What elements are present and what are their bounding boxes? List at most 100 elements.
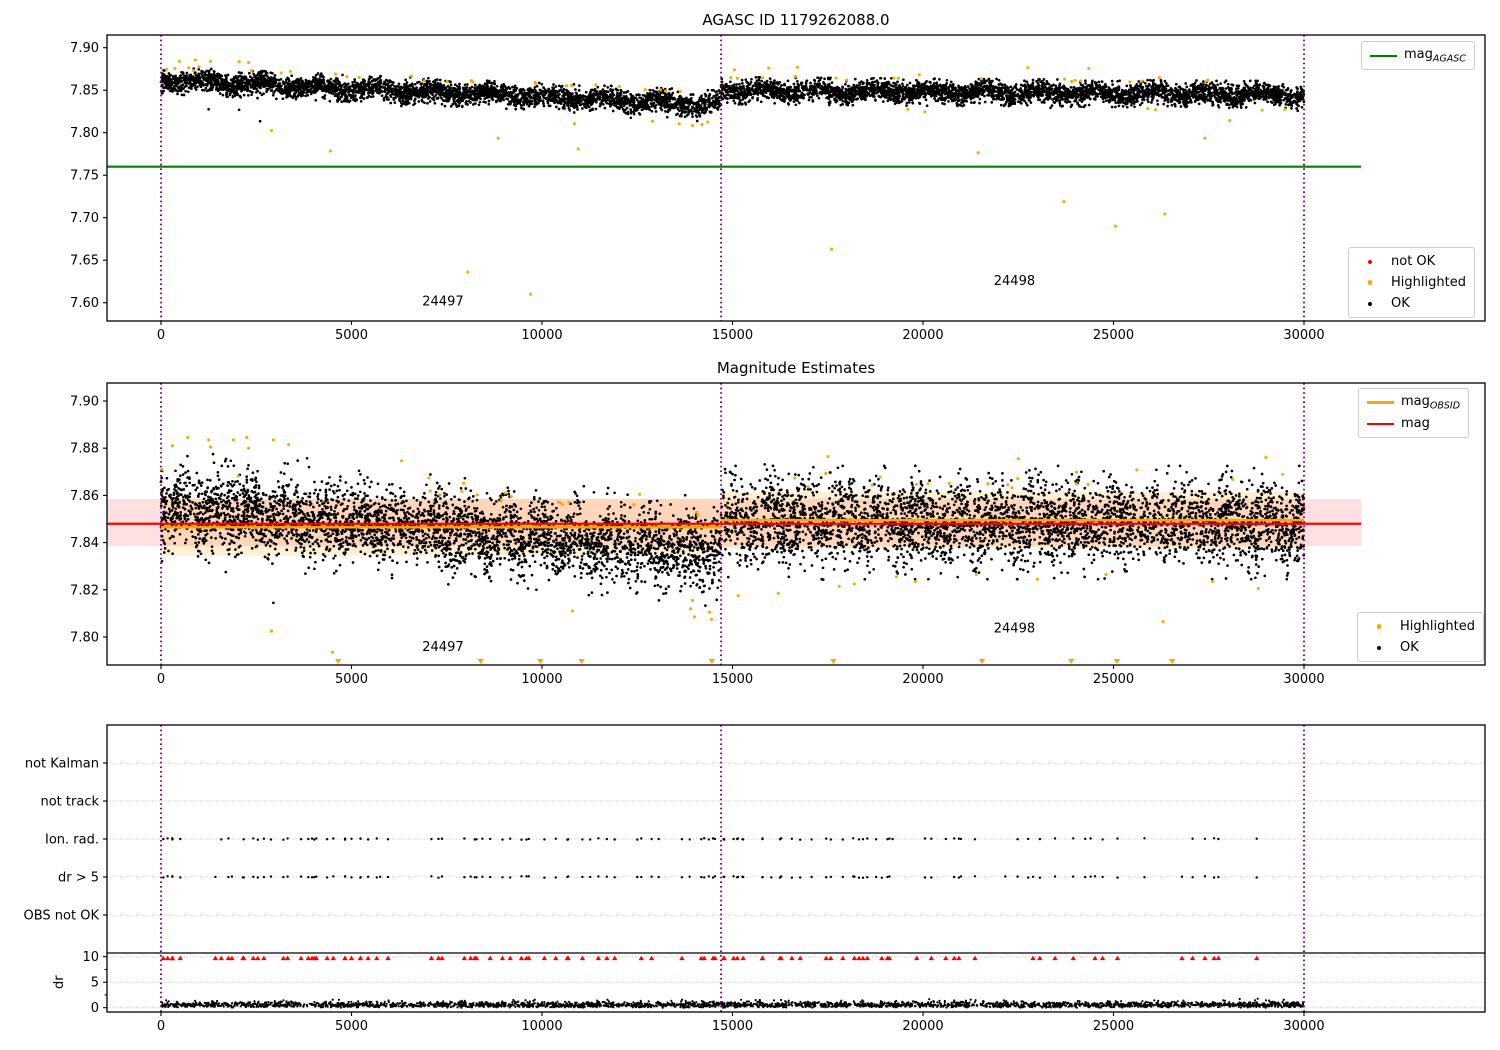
dr-clipped-marker: [499, 955, 506, 961]
scatter-ok: [159, 67, 1306, 123]
dr-clipped-marker: [1037, 955, 1043, 961]
dr-clipped-marker: [1179, 955, 1185, 961]
x-tick-label: 25000: [1093, 1019, 1134, 1034]
dr-clipped-marker: [951, 955, 957, 961]
dr-clipped-marker: [1215, 955, 1222, 961]
obsid-annotation: 24497: [422, 640, 463, 655]
category-label: Ion. rad.: [45, 833, 99, 848]
dr-clipped-marker: [280, 955, 287, 961]
dr-clipped-marker: [255, 955, 261, 961]
clipped-low-marker: [334, 659, 342, 664]
dr-clipped-marker: [473, 955, 480, 961]
dr-tick-label: 5: [91, 976, 99, 991]
dr-clipped-marker: [712, 955, 718, 961]
x-tick-label: 30000: [1283, 672, 1324, 687]
dr-clipped-marker: [298, 955, 304, 961]
dr-clipped-marker: [789, 955, 795, 961]
dr-axis-label: dr: [52, 975, 67, 989]
legend-item-not-ok: not OK: [1355, 251, 1466, 272]
y-tick-label: 7.75: [70, 169, 99, 184]
x-tick-label: 15000: [712, 328, 753, 343]
dr-clipped-marker: [374, 955, 380, 961]
clipped-low-marker: [537, 659, 544, 664]
dr-clipped-marker: [1211, 955, 1217, 961]
dr-clipped-marker: [541, 955, 548, 961]
y-tick-label: 7.82: [70, 583, 99, 598]
mag-obsid-line-swatch: [1365, 401, 1395, 404]
clipped-low-marker: [1068, 659, 1075, 664]
legend-item-mag-agasc: magAGASC: [1368, 45, 1466, 66]
dr-tick-label: 10: [82, 950, 99, 965]
dr-clipped-marker: [778, 955, 784, 961]
dr-clipped-marker: [160, 955, 166, 961]
x-tick-label: 0: [157, 1019, 165, 1034]
dr-clipped-marker: [348, 955, 355, 961]
scatter-ok: [159, 452, 1306, 607]
dr-clipped-marker: [759, 955, 766, 961]
dr-clipped-marker: [461, 955, 468, 961]
dr-clipped-marker: [357, 955, 364, 961]
plot-area-mag-agasc-plot: [107, 35, 1362, 321]
mag-agasc-line-swatch: [1368, 54, 1398, 57]
x-tick-label: 10000: [521, 672, 562, 687]
y-tick-label: 7.70: [70, 211, 99, 226]
dr-clipped-marker: [164, 955, 171, 961]
x-tick-label: 15000: [712, 1019, 753, 1034]
clipped-low-marker: [708, 659, 716, 664]
dr-clipped-marker: [428, 955, 435, 961]
dr-clipped-marker: [1099, 955, 1106, 961]
x-tick-label: 20000: [902, 1019, 943, 1034]
legend-label: magOBSID: [1401, 393, 1461, 412]
axes-box: [106, 382, 1486, 666]
x-tick-label: 5000: [335, 328, 368, 343]
obsid-annotation: 24498: [994, 621, 1035, 636]
dr-clipped-marker: [1202, 955, 1208, 961]
scatter-highlighted: [160, 436, 1285, 654]
plot-title-magnitude-estimates: Magnitude Estimates: [716, 359, 876, 377]
dr-clipped-marker: [553, 955, 559, 961]
dr-clipped-marker: [225, 955, 232, 961]
dr-clipped-marker: [439, 955, 445, 961]
dr-clipped-marker: [324, 955, 330, 961]
mag-line-swatch: [1365, 422, 1395, 425]
dr-clipped-marker: [1052, 955, 1058, 961]
plot-area-flags-plot: [107, 725, 1485, 1012]
category-label: OBS not OK: [24, 909, 100, 924]
dr-clipped-marker: [612, 955, 618, 961]
dr-clipped-marker: [679, 955, 685, 961]
dr-clipped-marker: [740, 955, 746, 961]
y-tick-label: 7.90: [70, 41, 99, 56]
dr-clipped-marker: [972, 955, 978, 961]
dr-clipped-marker: [305, 955, 312, 961]
x-tick-label: 25000: [1093, 328, 1134, 343]
scatter-highlighted: [164, 58, 1287, 296]
y-tick-label: 7.65: [70, 254, 99, 269]
x-tick-label: 20000: [902, 672, 943, 687]
legend-label: OK: [1391, 296, 1410, 311]
not-ok-dot-swatch: [1355, 259, 1385, 264]
dr-clipped-marker: [241, 955, 247, 961]
dr-clipped-marker: [261, 955, 267, 961]
y-tick-label: 7.88: [70, 442, 99, 457]
legend-label: magAGASC: [1404, 46, 1466, 65]
ok-dot-swatch: [1364, 645, 1394, 650]
legend-item-highlighted: Highlighted: [1364, 616, 1475, 637]
dr-clipped-marker: [840, 955, 846, 961]
x-tick-label: 5000: [335, 1019, 368, 1034]
dr-clipped-marker: [284, 955, 291, 961]
clipped-low-marker: [477, 659, 484, 664]
dr-clipped-marker: [797, 955, 803, 961]
dr-clipped-marker: [523, 955, 530, 961]
legend-label: Highlighted: [1400, 619, 1475, 634]
dr-clipped-marker: [311, 955, 317, 961]
dr-clipped-marker: [1254, 955, 1260, 961]
legend-flags-top-plot: not OK Highlighted OK: [1348, 247, 1475, 318]
highlighted-dot-swatch: [1364, 624, 1394, 629]
x-tick-label: 0: [157, 328, 165, 343]
dr-clipped-marker: [943, 955, 949, 961]
legend-flags-middle-plot: Highlighted OK: [1357, 612, 1484, 662]
x-tick-label: 5000: [335, 672, 368, 687]
dr-clipped-marker: [342, 955, 348, 961]
x-tick-label: 25000: [1093, 672, 1134, 687]
